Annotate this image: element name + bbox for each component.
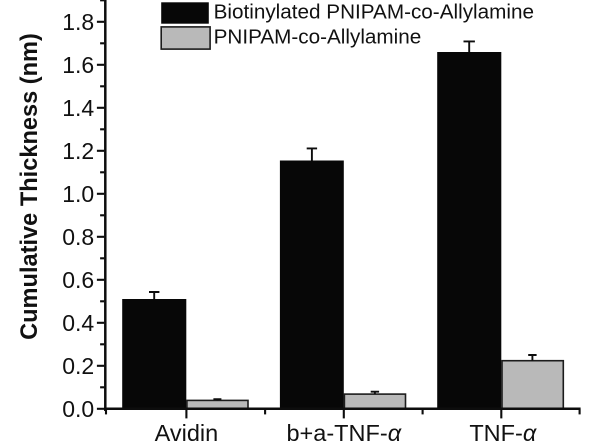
svg-text:1.0: 1.0 <box>62 181 94 207</box>
svg-text:Avidin: Avidin <box>155 420 219 446</box>
svg-text:1.4: 1.4 <box>62 95 94 121</box>
svg-text:PNIPAM-co-Allylamine: PNIPAM-co-Allylamine <box>214 26 422 49</box>
svg-text:Cumulative Thickness (nm): Cumulative Thickness (nm) <box>17 33 43 340</box>
svg-text:0.2: 0.2 <box>62 353 94 379</box>
svg-text:TNF-α: TNF-α <box>469 420 537 446</box>
svg-text:0.8: 0.8 <box>62 224 94 250</box>
svg-text:1.8: 1.8 <box>62 9 94 35</box>
svg-text:0.6: 0.6 <box>62 267 94 293</box>
svg-text:0.0: 0.0 <box>62 396 94 422</box>
svg-text:Biotinylated PNIPAM-co-Allylam: Biotinylated PNIPAM-co-Allylamine <box>214 1 534 24</box>
svg-text:b+a-TNF-α: b+a-TNF-α <box>286 420 401 446</box>
svg-text:1.6: 1.6 <box>62 52 94 78</box>
svg-text:1.2: 1.2 <box>62 138 94 164</box>
svg-text:0.4: 0.4 <box>62 310 94 336</box>
